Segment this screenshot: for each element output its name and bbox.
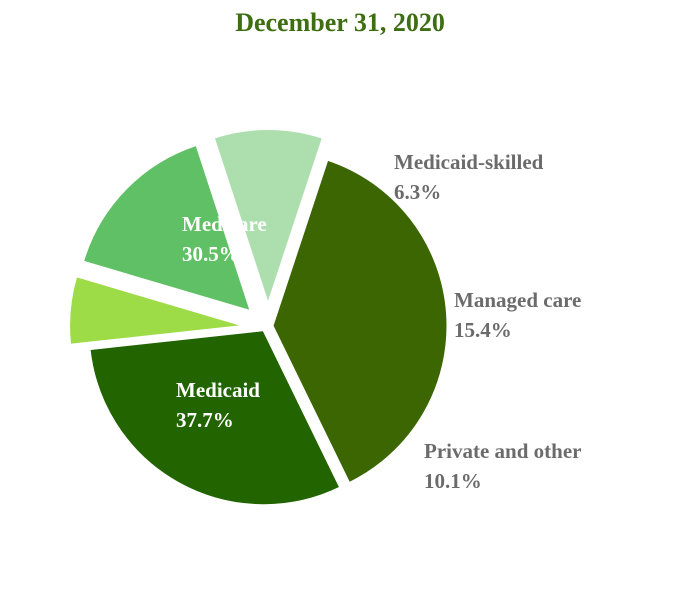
pie-slices [68, 128, 449, 507]
slice-label-managed-care: Managed care [454, 288, 581, 312]
pie-slice-medicare [88, 329, 342, 507]
pie-labels: Medicare 30.5% Medicaid-skilled 6.3% Managed… [176, 150, 581, 493]
slice-value-medicaid-skilled: 6.3% [394, 180, 441, 204]
slice-label-medicare: Medicare [182, 212, 267, 236]
slice-value-managed-care: 15.4% [454, 318, 512, 342]
chart-title: December 31, 2020 [235, 8, 445, 37]
pie-slice-medicaid-skilled [68, 274, 245, 346]
slice-value-private-and-other: 10.1% [424, 469, 482, 493]
slice-value-medicare: 30.5% [182, 242, 240, 266]
slice-label-medicaid: Medicaid [176, 378, 260, 402]
pie-slice-private-and-other [212, 128, 325, 308]
slice-value-medicaid: 37.7% [176, 408, 234, 432]
pie-slice-medicaid [271, 158, 449, 485]
slice-label-private-and-other: Private and other [424, 439, 581, 463]
slice-label-medicaid-skilled: Medicaid-skilled [394, 150, 544, 174]
pie-slice-managed-care [81, 143, 253, 313]
